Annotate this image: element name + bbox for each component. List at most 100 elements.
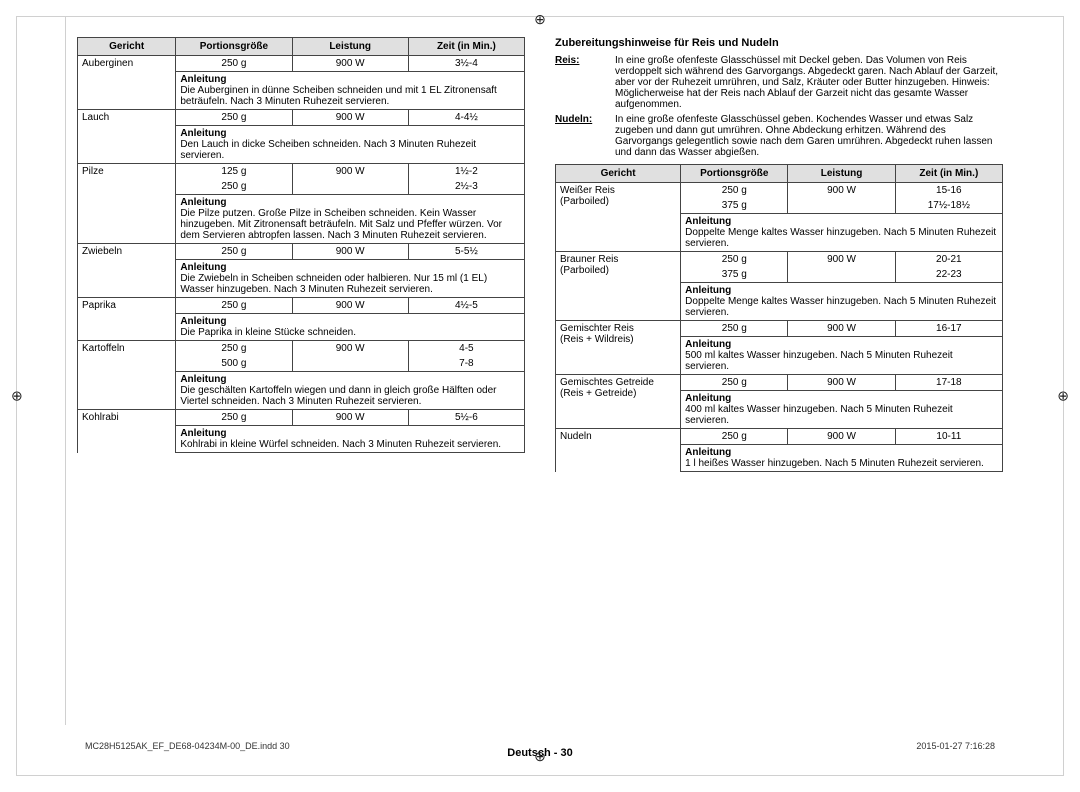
- table-dish-cell: Paprika: [78, 298, 176, 341]
- left-column: Gericht Portionsgröße Leistung Zeit (in …: [77, 37, 525, 727]
- hints-block: Reis:In eine große ofenfeste Glasschüsse…: [555, 55, 1003, 158]
- table-cell: 900 W: [292, 110, 408, 126]
- imprint-timestamp: 2015-01-27 7:16:28: [916, 741, 995, 751]
- registration-mark-right: ⊕: [1057, 388, 1069, 405]
- crop-line-left: [65, 17, 66, 725]
- table-cell: 4½-5: [408, 298, 524, 314]
- table-cell: 250 g: [681, 252, 788, 268]
- table-cell: 5-5½: [408, 244, 524, 260]
- table-cell: 375 g: [681, 198, 788, 214]
- table-cell: 15-16: [895, 183, 1002, 199]
- hint-label: Reis:: [555, 55, 603, 110]
- table-cell: 900 W: [788, 429, 895, 445]
- table-cell: 900 W: [788, 252, 895, 268]
- content-columns: Gericht Portionsgröße Leistung Zeit (in …: [77, 37, 1003, 727]
- table-anleitung-cell: AnleitungDie Pilze putzen. Große Pilze i…: [176, 195, 525, 244]
- page: ⊕ ⊕ ⊕ Gericht Portionsgröße Leistung Zei…: [16, 16, 1064, 776]
- table-dish-cell: Nudeln: [556, 429, 681, 472]
- table-anleitung-cell: AnleitungDoppelte Menge kaltes Wasser hi…: [681, 283, 1003, 321]
- table-cell: 4-5: [408, 341, 524, 357]
- col-gericht: Gericht: [78, 38, 176, 56]
- col-zeit: Zeit (in Min.): [895, 165, 1002, 183]
- table-cell: 250 g: [681, 429, 788, 445]
- table-cell: 250 g: [176, 410, 292, 426]
- table-cell: 250 g: [176, 298, 292, 314]
- table-anleitung-cell: Anleitung500 ml kaltes Wasser hinzugeben…: [681, 337, 1003, 375]
- registration-mark-bottom: ⊕: [534, 748, 546, 765]
- col-leistung: Leistung: [788, 165, 895, 183]
- table-cell: 900 W: [788, 183, 895, 199]
- hint-text: In eine große ofenfeste Glasschüssel geb…: [615, 114, 1003, 158]
- table-dish-cell: Lauch: [78, 110, 176, 164]
- table-cell: 900 W: [292, 164, 408, 180]
- table-cell: [788, 198, 895, 214]
- hint-text: In eine große ofenfeste Glasschüssel mit…: [615, 55, 1003, 110]
- col-zeit: Zeit (in Min.): [408, 38, 524, 56]
- table-cell: 250 g: [176, 110, 292, 126]
- table-cell: 250 g: [176, 179, 292, 195]
- table-cell: 17-18: [895, 375, 1002, 391]
- table-cell: [292, 356, 408, 372]
- table-anleitung-cell: Anleitung400 ml kaltes Wasser hinzugeben…: [681, 391, 1003, 429]
- table-cell: 900 W: [788, 321, 895, 337]
- table-cell: 22-23: [895, 267, 1002, 283]
- table-cell: 250 g: [681, 375, 788, 391]
- table-cell: 900 W: [292, 244, 408, 260]
- table-cell: 4-4½: [408, 110, 524, 126]
- table-cell: 900 W: [292, 298, 408, 314]
- col-leistung: Leistung: [292, 38, 408, 56]
- hint-label: Nudeln:: [555, 114, 603, 158]
- registration-mark-top: ⊕: [534, 11, 546, 28]
- table-anleitung-cell: AnleitungDie geschälten Kartoffeln wiege…: [176, 372, 525, 410]
- table-cell: 1½-2: [408, 164, 524, 180]
- table-cell: 16-17: [895, 321, 1002, 337]
- table-cell: 250 g: [176, 244, 292, 260]
- table-cell: 500 g: [176, 356, 292, 372]
- table-anleitung-cell: AnleitungDen Lauch in dicke Scheiben sch…: [176, 126, 525, 164]
- table-cell: 7-8: [408, 356, 524, 372]
- table-dish-cell: Zwiebeln: [78, 244, 176, 298]
- table-anleitung-cell: AnleitungKohlrabi in kleine Würfel schne…: [176, 426, 525, 453]
- table-dish-cell: Gemischtes Getreide (Reis + Getreide): [556, 375, 681, 429]
- table-cell: [788, 267, 895, 283]
- table-cell: 250 g: [681, 183, 788, 199]
- registration-mark-left: ⊕: [11, 388, 23, 405]
- table-dish-cell: Kartoffeln: [78, 341, 176, 410]
- table-anleitung-cell: AnleitungDie Paprika in kleine Stücke sc…: [176, 314, 525, 341]
- right-column: Zubereitungshinweise für Reis und Nudeln…: [555, 37, 1003, 727]
- col-portion: Portionsgröße: [176, 38, 292, 56]
- table-cell: 900 W: [292, 56, 408, 72]
- table-cell: 10-11: [895, 429, 1002, 445]
- col-portion: Portionsgröße: [681, 165, 788, 183]
- table-cell: 250 g: [176, 341, 292, 357]
- table-dish-cell: Brauner Reis (Parboiled): [556, 252, 681, 321]
- hint-row: Nudeln: In eine große ofenfeste Glasschüs…: [555, 114, 1003, 158]
- hint-row: Reis:In eine große ofenfeste Glasschüsse…: [555, 55, 1003, 110]
- table-anleitung-cell: AnleitungDie Auberginen in dünne Scheibe…: [176, 72, 525, 110]
- table-dish-cell: Gemischter Reis (Reis + Wildreis): [556, 321, 681, 375]
- table-cell: 5½-6: [408, 410, 524, 426]
- table-anleitung-cell: Anleitung1 l heißes Wasser hinzugeben. N…: [681, 445, 1003, 472]
- table-cell: 250 g: [681, 321, 788, 337]
- table-cell: 2½-3: [408, 179, 524, 195]
- table-cell: 20-21: [895, 252, 1002, 268]
- vegetables-table: Gericht Portionsgröße Leistung Zeit (in …: [77, 37, 525, 453]
- rice-noodle-heading: Zubereitungshinweise für Reis und Nudeln: [555, 37, 1003, 49]
- table-cell: 900 W: [292, 410, 408, 426]
- table-anleitung-cell: AnleitungDie Zwiebeln in Scheiben schnei…: [176, 260, 525, 298]
- table-cell: 250 g: [176, 56, 292, 72]
- table-dish-cell: Kohlrabi: [78, 410, 176, 453]
- table-cell: 17½-18½: [895, 198, 1002, 214]
- table-dish-cell: Pilze: [78, 164, 176, 244]
- rice-table: Gericht Portionsgröße Leistung Zeit (in …: [555, 164, 1003, 472]
- table-cell: 3½-4: [408, 56, 524, 72]
- table-dish-cell: Weißer Reis (Parboiled): [556, 183, 681, 252]
- table-cell: [292, 179, 408, 195]
- table-cell: 125 g: [176, 164, 292, 180]
- table-cell: 900 W: [292, 341, 408, 357]
- col-gericht: Gericht: [556, 165, 681, 183]
- table-dish-cell: Auberginen: [78, 56, 176, 110]
- table-cell: 900 W: [788, 375, 895, 391]
- imprint-file: MC28H5125AK_EF_DE68-04234M-00_DE.indd 30: [85, 741, 290, 751]
- table-cell: 375 g: [681, 267, 788, 283]
